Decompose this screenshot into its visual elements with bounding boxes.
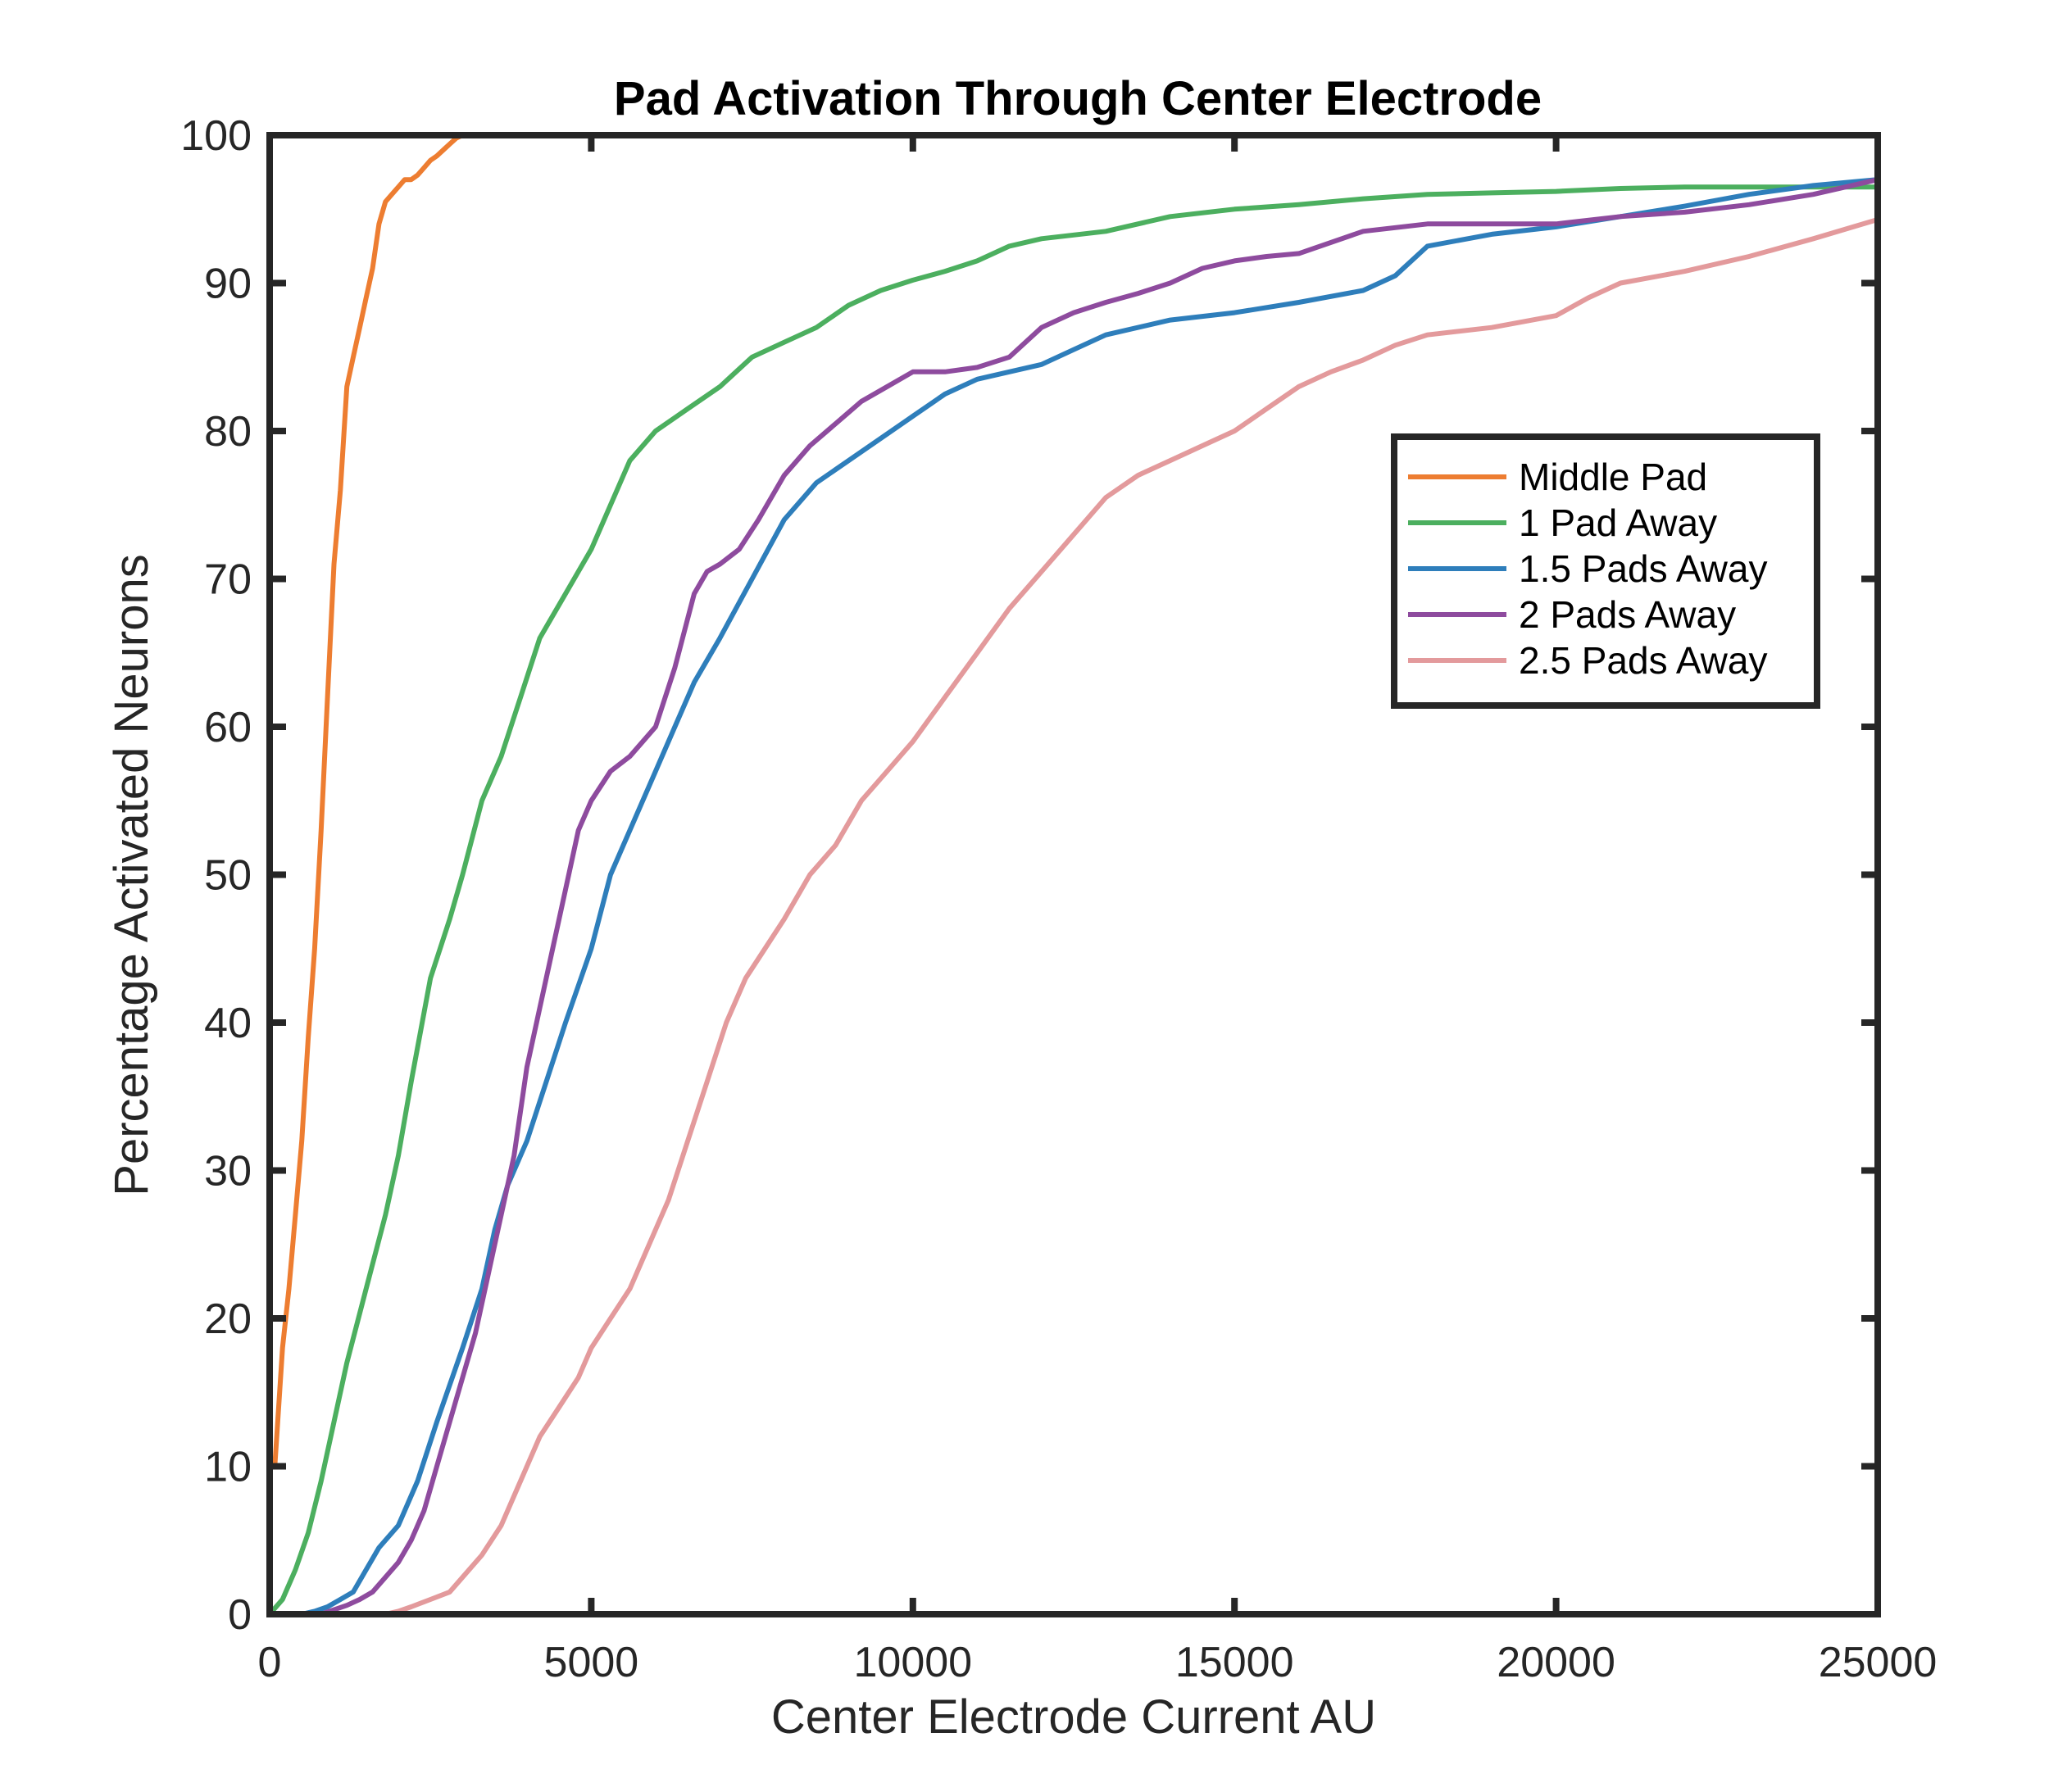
legend-label-1: Middle Pad bbox=[1519, 456, 1707, 498]
x-tick-label: 15000 bbox=[1175, 1639, 1294, 1686]
series-line-4 bbox=[318, 177, 1880, 1617]
x-tick-label: 10000 bbox=[853, 1639, 972, 1686]
legend-label-3: 1.5 Pads Away bbox=[1519, 547, 1767, 590]
y-tick-label: 40 bbox=[204, 1000, 252, 1047]
y-tick-label: 80 bbox=[204, 408, 252, 456]
x-tick-label: 0 bbox=[258, 1639, 282, 1686]
legend-label-4: 2 Pads Away bbox=[1519, 593, 1736, 636]
y-tick-label: 90 bbox=[204, 261, 252, 308]
y-tick-label: 60 bbox=[204, 704, 252, 751]
x-axis-label: Center Electrode Current AU bbox=[771, 1690, 1376, 1744]
y-tick-label: 0 bbox=[228, 1591, 252, 1639]
series-line-1 bbox=[272, 133, 466, 1469]
series-line-5 bbox=[383, 216, 1880, 1617]
chart-title: Pad Activation Through Center Electrode bbox=[614, 72, 1542, 125]
y-tick-label: 70 bbox=[204, 556, 252, 604]
y-tick-label: 50 bbox=[204, 852, 252, 900]
series-line-3 bbox=[299, 177, 1880, 1617]
legend-label-5: 2.5 Pads Away bbox=[1519, 639, 1767, 682]
series-layer bbox=[267, 133, 1880, 1617]
y-tick-label: 30 bbox=[204, 1148, 252, 1195]
x-tick-label: 5000 bbox=[544, 1639, 639, 1686]
legend-label-2: 1 Pad Away bbox=[1519, 501, 1717, 544]
x-tick-label: 20000 bbox=[1497, 1639, 1615, 1686]
y-tick-label: 100 bbox=[180, 112, 252, 160]
x-tick-label: 25000 bbox=[1819, 1639, 1938, 1686]
tick-layer: 0 5000 10000 15000 20000 25000 0 10 20 30 40 50 60 70… bbox=[180, 112, 1937, 1686]
series-line-2 bbox=[267, 184, 1880, 1617]
y-axis-label: Percentage Activated Neurons bbox=[105, 554, 158, 1195]
y-tick-label: 20 bbox=[204, 1295, 252, 1343]
plot-frame bbox=[266, 132, 1881, 1617]
y-tick-label: 10 bbox=[204, 1444, 252, 1491]
